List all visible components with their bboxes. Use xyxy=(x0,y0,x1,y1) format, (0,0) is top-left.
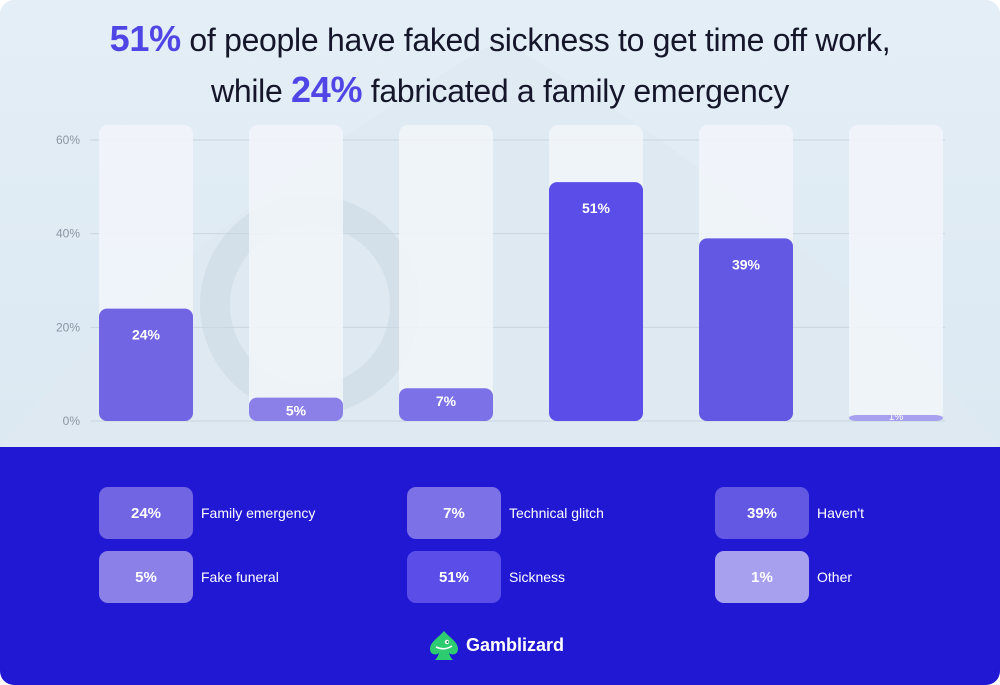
legend-label: Sickness xyxy=(509,569,566,585)
bar-track xyxy=(849,125,943,421)
lizard-spade-icon xyxy=(430,631,458,660)
legend-value-pill: 39% xyxy=(715,487,809,539)
bar xyxy=(699,238,793,421)
bar xyxy=(849,415,943,421)
legend-label: Haven't xyxy=(817,505,865,521)
bar-data-label: 1% xyxy=(889,412,904,423)
legend-value-pill: 1% xyxy=(715,551,809,603)
bar xyxy=(99,308,193,421)
bar-chart: 0% 20% 40% 60% 24% 5% 7% 51% 39% 1% xyxy=(56,125,945,428)
legend-item: 5% Fake funeral xyxy=(99,551,379,603)
bar-data-label: 5% xyxy=(286,403,307,419)
bar-data-label: 51% xyxy=(582,200,611,216)
bar-data-label: 39% xyxy=(732,256,761,272)
legend-value-pill: 24% xyxy=(99,487,193,539)
legend-label: Family emergency xyxy=(201,505,316,521)
legend-item: 39% Haven't xyxy=(715,487,995,539)
legend-value-pill: 51% xyxy=(407,551,501,603)
bar-data-label: 24% xyxy=(132,327,161,343)
legend-value-pill: 7% xyxy=(407,487,501,539)
bar xyxy=(549,182,643,421)
title-text-1: of people have faked sickness to get tim… xyxy=(180,22,891,58)
title-line-2: while 24% fabricated a family emergency xyxy=(0,65,1000,116)
title-highlight-2: 24% xyxy=(291,69,363,110)
brand-name: Gamblizard xyxy=(466,634,565,655)
legend-label: Other xyxy=(817,569,853,585)
legend-item: 51% Sickness xyxy=(407,551,687,603)
y-tick-label: 60% xyxy=(56,133,80,147)
bar-data-label: 7% xyxy=(436,393,457,409)
title-prefix-2: while xyxy=(211,73,292,109)
bar xyxy=(249,397,343,421)
bar-track xyxy=(249,125,343,421)
bar xyxy=(399,388,493,421)
chart-title: 51% of people have faked sickness to get… xyxy=(0,14,1000,116)
bar-track xyxy=(399,125,493,421)
title-line-1: 51% of people have faked sickness to get… xyxy=(0,14,1000,65)
legend-label: Technical glitch xyxy=(509,505,604,521)
y-tick-label: 20% xyxy=(56,320,80,334)
title-text-2: fabricated a family emergency xyxy=(362,73,789,109)
y-tick-label: 40% xyxy=(56,227,80,241)
legend-item: 7% Technical glitch xyxy=(407,487,687,539)
brand-logo: Gamblizard xyxy=(428,627,564,663)
legend-item: 24% Family emergency xyxy=(99,487,379,539)
y-tick-label: 0% xyxy=(63,414,81,428)
title-highlight-1: 51% xyxy=(109,18,181,59)
legend-label: Fake funeral xyxy=(201,569,279,585)
legend-item: 1% Other xyxy=(715,551,995,603)
legend-value-pill: 5% xyxy=(99,551,193,603)
